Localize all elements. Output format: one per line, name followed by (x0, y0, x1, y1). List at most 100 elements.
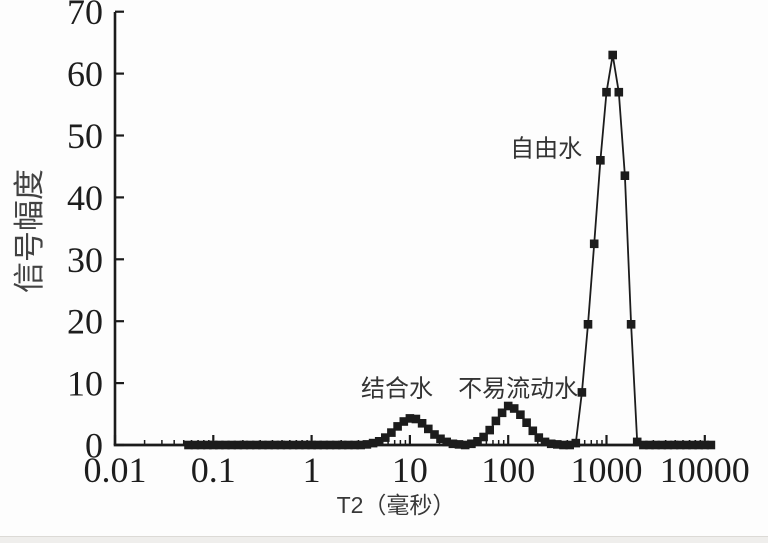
data-point-marker (522, 418, 531, 427)
data-point-marker (362, 440, 372, 449)
series-line (188, 54, 711, 446)
data-point-marker (221, 440, 230, 450)
x-tick-label: 1000 (571, 450, 643, 490)
data-point-marker (196, 440, 206, 450)
data-point-marker (657, 440, 667, 450)
data-point-marker (356, 440, 365, 450)
data-point-marker (534, 433, 544, 442)
data-point-marker (252, 440, 261, 450)
data-point-marker (682, 440, 691, 450)
data-point-marker (190, 440, 200, 450)
y-tick-label: 10 (67, 364, 103, 404)
data-point-marker (479, 432, 488, 442)
data-point-marker (485, 425, 494, 435)
data-point-marker (374, 437, 384, 446)
x-tick-label: 10000 (660, 450, 750, 490)
data-point-marker (675, 440, 685, 450)
data-point-marker (239, 440, 249, 450)
y-tick-label: 60 (67, 54, 103, 94)
data-point-marker (614, 87, 624, 97)
data-point-marker (497, 408, 507, 418)
data-point-marker (325, 440, 335, 450)
data-point-marker (411, 414, 421, 424)
data-point-marker (700, 440, 710, 450)
data-point-marker (448, 439, 458, 449)
data-point-marker (663, 440, 673, 450)
data-point-marker (399, 417, 409, 426)
data-point-marker (307, 440, 316, 450)
y-tick-label: 50 (67, 116, 103, 156)
data-point-marker (546, 439, 556, 449)
tick-labels: 0.01 0.1 1 10 100 1000 10000 0 10 20 30 40 50 60 70 (67, 0, 750, 490)
data-point-marker (319, 440, 329, 450)
data-point-marker (282, 440, 292, 450)
data-point-marker (559, 440, 568, 450)
data-point-marker (227, 440, 236, 450)
data-point-marker (596, 156, 605, 165)
x-tick-label: 10 (392, 450, 428, 490)
data-point-marker (577, 388, 587, 397)
data-point-marker (301, 440, 310, 450)
data-point-marker (460, 440, 470, 450)
data-point-marker (583, 320, 593, 329)
annotation-bound-water: 结合水 (361, 376, 433, 403)
data-point-marker (491, 416, 501, 426)
data-point-marker (270, 440, 280, 450)
data-point-marker (344, 440, 353, 450)
data-point-marker (295, 440, 304, 450)
data-point-marker (694, 440, 703, 450)
y-axis-title: 信号幅度 (12, 169, 47, 293)
data-point-marker (602, 87, 611, 97)
data-point-marker (688, 440, 697, 450)
data-point-marker (669, 440, 679, 450)
data-point-marker (258, 440, 267, 450)
annotation-capillary-water: 不易流动水 (458, 376, 578, 403)
data-point-marker (417, 419, 427, 428)
data-point-marker (313, 440, 322, 450)
data-point-marker (467, 439, 476, 449)
data-point-marker (209, 440, 218, 450)
data-point-marker (645, 440, 654, 450)
data-point-marker (331, 440, 341, 450)
data-point-marker (528, 426, 538, 436)
y-tick-label: 40 (67, 178, 103, 218)
data-point-marker (454, 440, 464, 449)
data-point-marker (264, 440, 273, 450)
x-tick-label: 0.1 (191, 450, 236, 490)
data-point-marker (405, 414, 415, 423)
x-tick-label: 100 (481, 450, 535, 490)
data-point-marker (651, 440, 660, 450)
data-point-marker (245, 440, 255, 450)
data-point-marker (516, 410, 525, 419)
y-tick-label: 70 (67, 0, 103, 32)
data-series (184, 50, 716, 450)
data-point-marker (393, 422, 402, 431)
data-point-marker (215, 440, 224, 450)
data-point-marker (436, 434, 445, 444)
y-tick-label: 0 (85, 426, 103, 466)
data-point-marker (540, 437, 550, 447)
data-point-marker (430, 430, 439, 439)
data-point-marker (473, 437, 482, 446)
data-point-marker (184, 440, 193, 450)
data-point-marker (350, 440, 359, 450)
data-point-marker (233, 440, 243, 450)
data-point-marker (608, 50, 617, 60)
data-point-marker (553, 440, 562, 449)
x-tick-label: 1 (303, 450, 321, 490)
annotation-free-water: 自由水 (510, 135, 582, 162)
data-point-marker (571, 438, 581, 448)
data-point-marker (589, 239, 599, 249)
data-point-marker (706, 440, 716, 450)
data-point-marker (337, 440, 347, 450)
page-bottom-strip (0, 537, 768, 543)
data-point-marker (288, 440, 298, 450)
data-point-marker (639, 440, 648, 450)
data-point-marker (424, 424, 433, 434)
x-tick-label: 0.01 (84, 450, 147, 490)
x-axis-title: T2（毫秒） (337, 492, 456, 518)
data-point-marker (387, 428, 396, 437)
y-tick-label: 30 (67, 240, 103, 280)
